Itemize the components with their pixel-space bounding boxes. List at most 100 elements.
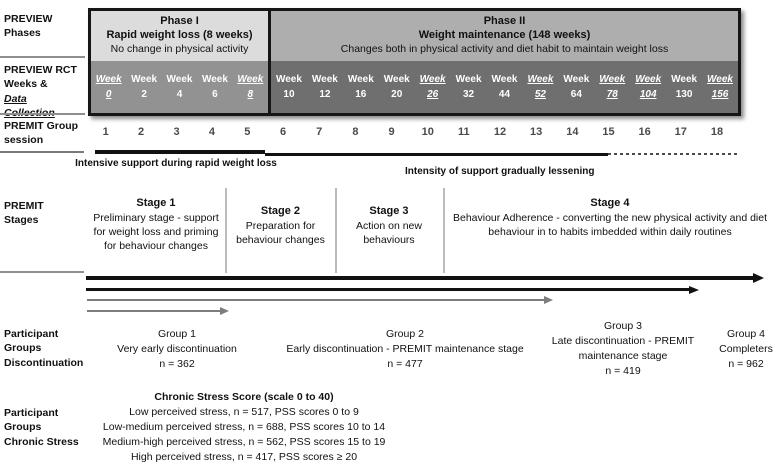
- row-label-part: Weeks &: [4, 78, 48, 91]
- timeline-arrow-early: [87, 299, 544, 301]
- row-label-line: Participant: [4, 328, 59, 340]
- lessening-support-dashed-bar: [608, 153, 740, 155]
- group-3-desc: Late discontinuation - PREMIT maintenanc…: [551, 334, 695, 362]
- week-number: 16: [355, 89, 367, 100]
- week-cell: Week 156: [702, 61, 738, 113]
- week-number: 4: [176, 89, 183, 100]
- week-cell: Week 130: [666, 61, 702, 113]
- phase2-subtitle: Weight maintenance (148 weeks): [418, 29, 591, 42]
- stage-1-cell: Stage 1 Preliminary stage - support for …: [86, 196, 226, 253]
- week-cell: Week 8: [233, 61, 268, 113]
- group-3-n: n = 419: [605, 364, 641, 377]
- week-word: Week: [311, 73, 338, 85]
- week-number: 32: [463, 89, 475, 100]
- row-label-line: Participant: [4, 407, 59, 419]
- session-number: 2: [138, 126, 145, 138]
- row-label-participant-groups-discontinuation: Participant Groups Discontinuation: [4, 327, 83, 370]
- session-number: 16: [638, 126, 651, 138]
- week-cell: Week 32: [451, 61, 487, 113]
- row-label-premit-group-session: PREMIT Group session: [4, 119, 78, 148]
- week-word: Week: [599, 73, 626, 85]
- session-number: 3: [173, 126, 180, 138]
- phase1-subtitle: Rapid weight loss (8 weeks): [106, 29, 253, 42]
- week-word: Week: [455, 73, 482, 85]
- session-number: 15: [602, 126, 615, 138]
- stage-3-body: Action on new behaviours: [356, 219, 422, 247]
- session-number: 1: [102, 126, 109, 138]
- stage-3-title: Stage 3: [369, 205, 409, 217]
- week-cell: Week 44: [487, 61, 523, 113]
- group-2-n: n = 477: [387, 357, 423, 370]
- phase1-desc: No change in physical activity: [110, 42, 249, 55]
- group-2-block: Group 2 Early discontinuation - PREMIT m…: [280, 327, 530, 372]
- phase1-week-row: Week 0 Week 2 Week 4 Week 6 Week 8: [91, 61, 268, 113]
- phase2-week-row: Week 10 Week 12 Week 16 Week 20 Week 26 …: [271, 61, 738, 113]
- week-cell: Week 78: [594, 61, 630, 113]
- row-label-line: PREVIEW: [4, 13, 53, 25]
- phase2-title: Phase II: [483, 15, 526, 28]
- stage-1-title: Stage 1: [136, 197, 176, 209]
- week-cell: Week 4: [162, 61, 197, 113]
- week-cell: Week 10: [271, 61, 307, 113]
- session-number: 9: [388, 126, 395, 138]
- group-1-block: Group 1 Very early discontinuation n = 3…: [77, 327, 277, 372]
- week-cell: Week 26: [415, 61, 451, 113]
- week-word: Week: [201, 73, 228, 85]
- group-4-title: Group 4: [727, 328, 765, 340]
- group-3-title: Group 3: [604, 320, 642, 332]
- group-4-block: Group 4 Completers n = 962: [705, 327, 777, 372]
- week-number: 12: [319, 89, 331, 100]
- group-1-title: Group 1: [158, 328, 196, 340]
- week-number: 78: [606, 89, 618, 100]
- session-number: 5: [244, 126, 251, 138]
- week-word: Week: [131, 73, 158, 85]
- week-word: Week: [275, 73, 302, 85]
- stage-2-title: Stage 2: [260, 205, 301, 217]
- week-cell: Week 52: [522, 61, 558, 113]
- row-label-line: PREMIT Group: [4, 120, 79, 132]
- chronic-stress-line: Low-medium perceived stress, n = 688, PS…: [102, 421, 386, 433]
- week-word: Week: [671, 73, 698, 85]
- session-number: 14: [566, 126, 579, 138]
- phase2-column: Phase II Weight maintenance (148 weeks) …: [268, 11, 738, 113]
- lessening-support-label: Intensity of support gradually lessening: [405, 166, 595, 177]
- chronic-stress-line: Medium-high perceived stress, n = 562, P…: [102, 436, 386, 448]
- session-number: 11: [458, 126, 470, 138]
- phase1-column: Phase I Rapid weight loss (8 weeks) No c…: [91, 11, 268, 113]
- chronic-stress-line: High perceived stress, n = 417, PSS scor…: [130, 451, 358, 463]
- week-cell: Week 2: [126, 61, 161, 113]
- phase2-desc: Changes both in physical activity and di…: [340, 42, 669, 55]
- chronic-stress-block: Chronic Stress Score (scale 0 to 40) Low…: [88, 390, 400, 465]
- week-cell: Week 64: [558, 61, 594, 113]
- group-4-n: n = 962: [728, 357, 764, 370]
- session-number: 4: [208, 126, 215, 138]
- row-label-line: Groups: [4, 421, 42, 434]
- week-word: Week: [237, 73, 264, 85]
- week-word: Week: [527, 73, 554, 85]
- stage-2-cell: Stage 2 Preparation for behaviour change…: [228, 204, 333, 247]
- group-4-desc: Completers: [719, 342, 773, 355]
- week-word: Week: [347, 73, 374, 85]
- label-divider: [0, 271, 84, 273]
- week-word: Week: [635, 73, 662, 85]
- week-number: 8: [247, 89, 254, 100]
- group-3-block: Group 3 Late discontinuation - PREMIT ma…: [538, 319, 708, 379]
- intensive-support-bar: [95, 150, 265, 154]
- stage-4-title: Stage 4: [590, 197, 630, 209]
- row-label-line: Stages: [4, 214, 39, 227]
- week-number: 64: [570, 89, 582, 100]
- week-number: 156: [711, 89, 729, 100]
- chronic-stress-lines: Low perceived stress, n = 517, PSS score…: [88, 405, 400, 465]
- group-2-desc: Early discontinuation - PREMIT maintenan…: [286, 342, 524, 355]
- session-numbers-phase1: 1 2 3 4 5: [88, 121, 265, 143]
- row-label-line: Phases: [4, 27, 41, 40]
- week-number: 44: [498, 89, 511, 100]
- label-divider: [0, 113, 85, 115]
- row-label-line: PREMIT: [4, 200, 44, 212]
- group-1-desc: Very early discontinuation: [117, 342, 237, 355]
- week-number: 2: [141, 89, 147, 100]
- session-number: 10: [421, 126, 434, 138]
- week-word: Week: [563, 73, 590, 85]
- week-number: 0: [105, 89, 112, 100]
